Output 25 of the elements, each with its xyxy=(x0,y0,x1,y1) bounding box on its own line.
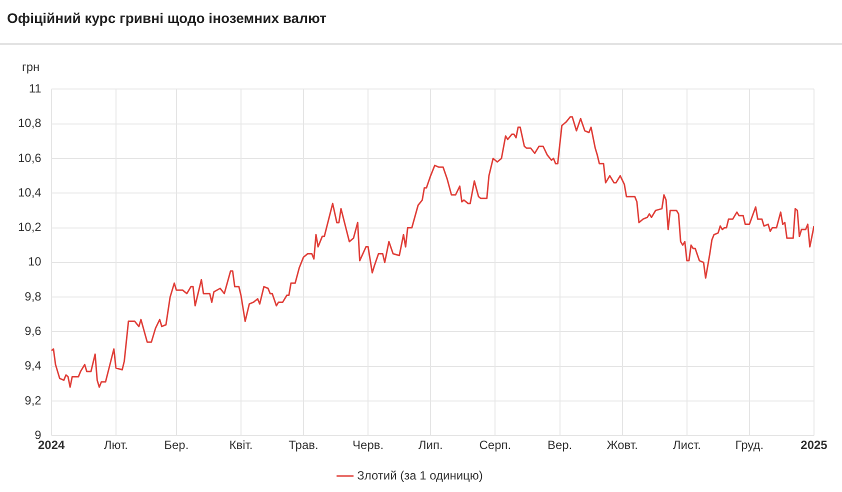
y-tick-label: 11 xyxy=(28,82,42,96)
x-tick-label: Груд. xyxy=(735,438,764,452)
y-tick-label: 10,2 xyxy=(18,220,42,234)
x-tick-label: Жовт. xyxy=(606,438,638,452)
y-tick-label: 10,8 xyxy=(18,116,42,130)
y-axis-title: грн xyxy=(22,60,40,74)
x-tick-label: Трав. xyxy=(288,438,318,452)
y-tick-label: 10,6 xyxy=(18,150,42,165)
y-tick-label: 9,4 xyxy=(24,358,42,373)
x-tick-label: Серп. xyxy=(479,438,512,452)
y-tick-label: 9,8 xyxy=(24,289,42,304)
x-tick-label: Бер. xyxy=(164,438,189,452)
y-tick-label: 9,2 xyxy=(24,393,42,408)
chart-title: Офіційний курс гривні щодо іноземних валют xyxy=(7,10,326,26)
x-tick-label: Лют. xyxy=(104,438,128,452)
y-tick-label: 10 xyxy=(28,254,42,269)
x-tick-label: 2025 xyxy=(800,438,828,452)
x-tick-label: Черв. xyxy=(352,438,384,452)
x-tick-label: Лип. xyxy=(418,438,443,452)
x-tick-label: Вер. xyxy=(547,438,572,452)
x-tick-label: Лист. xyxy=(672,438,701,452)
legend-label: Злотий (за 1 одиницю) xyxy=(357,468,483,482)
x-tick-label: Квіт. xyxy=(229,438,253,452)
y-tick-label: 10,4 xyxy=(18,185,42,200)
y-tick-label: 9,6 xyxy=(24,324,42,338)
